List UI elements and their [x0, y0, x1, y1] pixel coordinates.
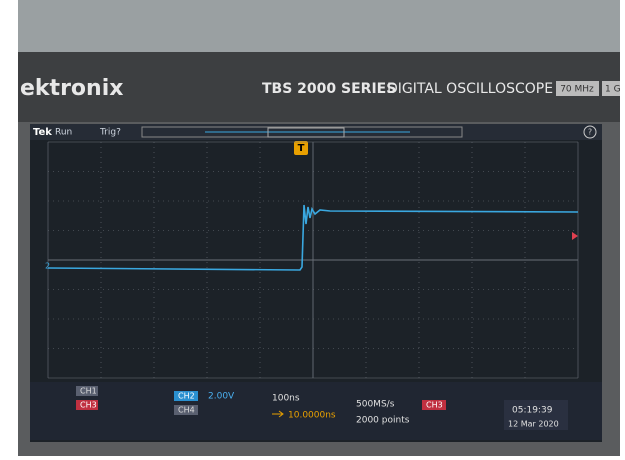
- brand: ektronix: [20, 76, 123, 101]
- timebase: 100ns: [272, 394, 300, 404]
- record-length: 2000 points: [356, 416, 410, 426]
- trigger-state: Trig?: [99, 128, 121, 138]
- ch1: CH1: [80, 387, 97, 396]
- sample-rate: 500MS/s: [356, 400, 395, 410]
- room-backdrop: [18, 0, 620, 60]
- trigger-delay: 10.0000ns: [288, 411, 336, 421]
- ch2: CH2: [178, 392, 195, 401]
- run-state: Run: [55, 128, 72, 138]
- logo: Tek: [33, 127, 52, 138]
- model: TBS 2000 SERIES: [262, 81, 396, 97]
- date: 12 Mar 2020: [508, 420, 559, 429]
- ch4: CH4: [178, 406, 195, 415]
- trigger-marker: T: [298, 143, 305, 154]
- product: DIGITAL OSCILLOSCOPE: [387, 81, 553, 97]
- ch3: CH3: [80, 401, 97, 410]
- trigger-source: CH3: [426, 401, 443, 410]
- bandwidth: 70 MHz: [560, 85, 594, 95]
- page: ektronix TBS 2000 SERIES DIGITAL OSCILLO…: [0, 0, 625, 456]
- time: 05:19:39: [512, 406, 553, 416]
- channel-marker: 2: [45, 262, 50, 271]
- oscilloscope-photo: ektronix TBS 2000 SERIES DIGITAL OSCILLO…: [0, 0, 625, 456]
- help: ?: [588, 128, 592, 137]
- sample-badge: 1 G: [605, 85, 621, 95]
- ch2-scale: 2.00V: [208, 392, 235, 402]
